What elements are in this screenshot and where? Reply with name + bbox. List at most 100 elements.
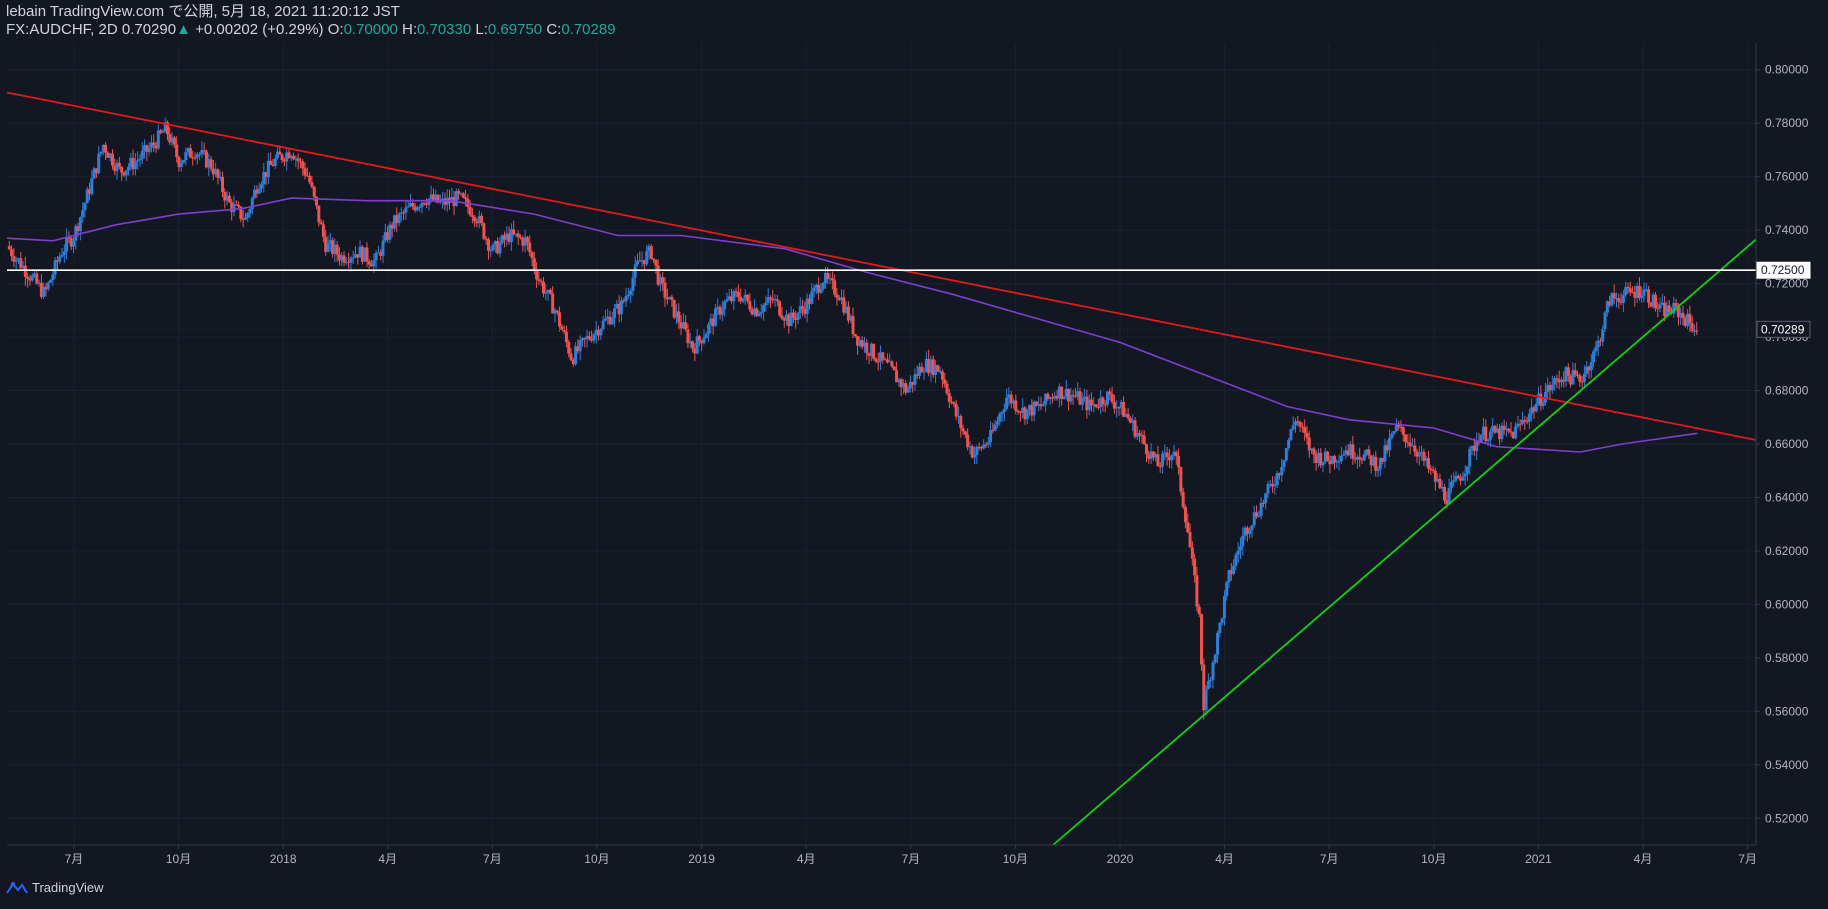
candle-bull[interactable] [1273, 476, 1277, 495]
candle-bear[interactable] [1039, 396, 1043, 411]
candle-bear[interactable] [113, 158, 117, 176]
candle-bull[interactable] [1344, 445, 1348, 459]
candle-bear[interactable] [771, 289, 775, 304]
candle-bull[interactable] [1651, 292, 1655, 309]
candle-bull[interactable] [1371, 454, 1375, 467]
candle-bull[interactable] [759, 303, 763, 319]
candle-bear[interactable] [296, 153, 300, 170]
candle-bull[interactable] [603, 309, 607, 322]
candle-bear[interactable] [1096, 398, 1100, 411]
candle-bear[interactable] [241, 209, 245, 228]
candle-bear[interactable] [1108, 388, 1112, 401]
candle-bull[interactable] [1236, 542, 1240, 563]
candle-bull[interactable] [374, 250, 378, 269]
candle-bull[interactable] [376, 245, 380, 254]
candle-bear[interactable] [1112, 394, 1116, 414]
candle-bear[interactable] [305, 167, 309, 177]
candle-bear[interactable] [734, 287, 738, 298]
candle-bear[interactable] [475, 218, 479, 228]
candle-bear[interactable] [1683, 315, 1687, 328]
candle-bear[interactable] [1688, 305, 1692, 333]
candle-bull[interactable] [1679, 307, 1683, 326]
candle-bear[interactable] [1314, 449, 1318, 471]
candle-bull[interactable] [156, 124, 160, 150]
candle-bull[interactable] [99, 151, 103, 157]
candle-bear[interactable] [1147, 450, 1151, 464]
candle-bear[interactable] [191, 150, 195, 166]
candle-bear[interactable] [486, 237, 490, 260]
candle-bear[interactable] [1071, 389, 1075, 405]
candle-bear[interactable] [1438, 473, 1442, 490]
candle-bear[interactable] [1422, 448, 1426, 466]
candle-bull[interactable] [1044, 393, 1048, 413]
candle-bull[interactable] [1234, 552, 1238, 570]
candle-bear[interactable] [750, 306, 754, 316]
candle-bear[interactable] [88, 182, 92, 201]
candle-bear[interactable] [94, 168, 98, 179]
candle-bear[interactable] [1165, 446, 1169, 466]
candle-bull[interactable] [913, 368, 917, 392]
candle-bull[interactable] [1099, 390, 1103, 415]
candle-bull[interactable] [1064, 379, 1068, 400]
candle-bear[interactable] [587, 331, 591, 341]
candle-bull[interactable] [1275, 470, 1279, 489]
candle-bull[interactable] [124, 170, 128, 182]
candle-bull[interactable] [723, 299, 727, 317]
candle-bull[interactable] [92, 166, 96, 179]
candle-bull[interactable] [14, 256, 18, 270]
candle-bull[interactable] [1592, 349, 1596, 368]
candle-bear[interactable] [298, 157, 302, 169]
candle-bull[interactable] [97, 145, 101, 175]
candle-bear[interactable] [1385, 440, 1389, 454]
candle-bull[interactable] [285, 147, 289, 171]
candle-bull[interactable] [415, 205, 419, 212]
candle-bull[interactable] [1012, 398, 1016, 409]
candle-bull[interactable] [16, 257, 20, 264]
candle-bear[interactable] [1511, 431, 1515, 439]
candle-bull[interactable] [1378, 457, 1382, 477]
candle-bull[interactable] [85, 186, 89, 204]
candle-bull[interactable] [418, 204, 422, 212]
candle-bear[interactable] [193, 152, 197, 161]
candle-bear[interactable] [1617, 293, 1621, 309]
candle-bull[interactable] [938, 366, 942, 374]
candle-bull[interactable] [1204, 685, 1208, 717]
candle-bull[interactable] [326, 235, 330, 253]
candle-bull[interactable] [62, 244, 66, 263]
candle-bear[interactable] [473, 214, 477, 227]
candle-bear[interactable] [317, 205, 321, 227]
candle-bear[interactable] [1502, 419, 1506, 436]
candle-bear[interactable] [23, 256, 27, 286]
candle-bull[interactable] [1268, 480, 1272, 488]
candle-bear[interactable] [1326, 450, 1330, 462]
candle-bull[interactable] [454, 188, 458, 207]
candle-bear[interactable] [347, 252, 351, 269]
candle-bear[interactable] [1690, 315, 1694, 333]
candle-bull[interactable] [858, 336, 862, 348]
candle-bull[interactable] [704, 332, 708, 339]
candle-bear[interactable] [12, 247, 16, 268]
candle-bear[interactable] [881, 352, 885, 364]
candle-bear[interactable] [1523, 416, 1527, 430]
candle-bull[interactable] [1048, 396, 1052, 405]
candle-bear[interactable] [1255, 505, 1259, 519]
candle-bull[interactable] [918, 362, 922, 380]
candle-bull[interactable] [207, 153, 211, 177]
candle-bear[interactable] [461, 192, 465, 199]
candle-bear[interactable] [1351, 435, 1355, 465]
candle-bear[interactable] [44, 283, 48, 297]
candle-bear[interactable] [216, 168, 220, 185]
candle-bear[interactable] [269, 152, 273, 165]
candle-bull[interactable] [1032, 400, 1036, 422]
candle-bull[interactable] [624, 287, 628, 308]
candle-bear[interactable] [1484, 419, 1488, 443]
candle-bull[interactable] [1021, 398, 1025, 419]
candle-bear[interactable] [842, 289, 846, 316]
candle-bear[interactable] [679, 314, 683, 336]
candle-bear[interactable] [110, 149, 114, 170]
candle-bull[interactable] [934, 360, 938, 384]
candle-bear[interactable] [1404, 434, 1408, 448]
candle-bear[interactable] [1085, 389, 1089, 419]
candle-bear[interactable] [1358, 447, 1362, 468]
